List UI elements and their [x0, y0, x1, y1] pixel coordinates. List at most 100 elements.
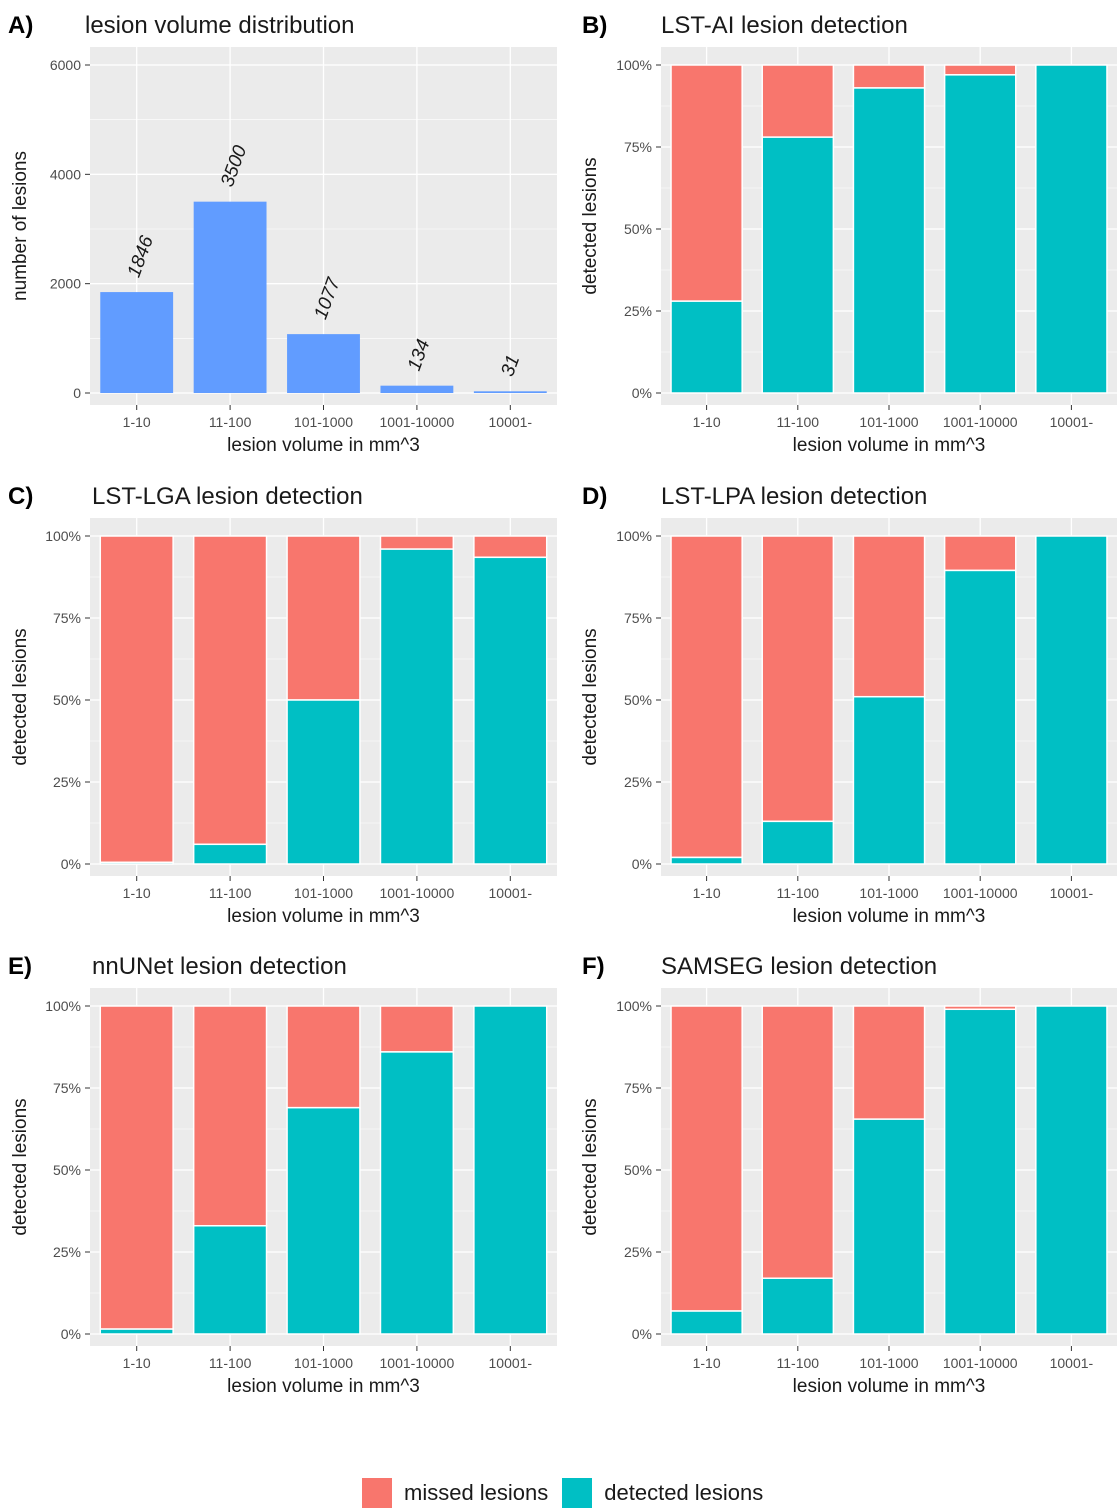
x-tick-label: 1001-10000	[380, 885, 455, 901]
y-tick-label: 0%	[632, 856, 652, 872]
y-axis-title: detected lesions	[580, 1098, 601, 1235]
bar-missed-101-1000	[852, 535, 926, 698]
y-tick-label: 100%	[45, 528, 81, 544]
y-tick-label: 75%	[624, 610, 652, 626]
legend-item-missed: missed lesions	[362, 1478, 548, 1508]
bar-detected-1001-10000	[943, 1008, 1017, 1335]
x-tick-label: 1-10	[693, 414, 721, 430]
bar-detected-10001-	[1035, 535, 1108, 865]
legend-label-missed: missed lesions	[404, 1480, 549, 1505]
x-tick-label: 1001-10000	[943, 885, 1018, 901]
y-tick-label: 6000	[50, 57, 81, 73]
chart-panel-b: B) LST-AI lesion detection 0% 25% 50% 75% 100%…	[580, 12, 1117, 456]
bar-detected-1-10	[670, 300, 743, 394]
x-axis-title: lesion volume in mm^3	[227, 1376, 420, 1397]
bar-detected-11-100	[761, 1277, 835, 1335]
bar-missed-1-10	[670, 64, 743, 302]
bar-missed-1-10	[99, 535, 174, 864]
bar-missed-11-100	[761, 1005, 835, 1279]
bar-detected-11-100	[192, 1225, 268, 1335]
y-tick-label: 0%	[632, 385, 652, 401]
bar-detected-11-100	[761, 820, 835, 865]
panel-tag: D)	[582, 483, 607, 510]
x-tick-label: 10001-	[1050, 1355, 1094, 1371]
x-tick-label: 101-1000	[859, 1355, 918, 1371]
x-axis-title: lesion volume in mm^3	[227, 906, 420, 927]
bar-detected-10001-	[1035, 1005, 1108, 1335]
x-axis-title: lesion volume in mm^3	[793, 435, 986, 456]
bar-detected-11-100	[192, 843, 268, 865]
y-tick-label: 0	[73, 385, 81, 401]
bar-detected-1-10	[670, 1310, 743, 1335]
bar-10001-	[473, 391, 547, 393]
chart-panel-c: C) LST-LGA lesion detection 0% 25% 50% 75% 100…	[8, 483, 557, 927]
bar-missed-11-100	[761, 535, 835, 823]
x-tick-label: 10001-	[1050, 885, 1094, 901]
x-axis-title: lesion volume in mm^3	[227, 435, 420, 456]
bar-missed-1001-10000	[943, 64, 1017, 76]
x-tick-label: 10001-	[1050, 414, 1094, 430]
legend-key-detected	[562, 1478, 593, 1508]
bar-missed-1-10	[99, 1005, 174, 1330]
x-tick-label: 10001-	[489, 414, 533, 430]
x-tick-label: 101-1000	[859, 885, 918, 901]
legend-item-detected: detected lesions	[562, 1478, 763, 1508]
panel-tag: C)	[8, 483, 33, 510]
bar-detected-101-1000	[852, 1118, 926, 1335]
x-tick-label: 10001-	[489, 1355, 533, 1371]
bar-missed-10001-	[473, 535, 548, 559]
chart-panel-e: E) nnUNet lesion detection 0% 25% 50% 75% 100%…	[8, 953, 557, 1397]
y-tick-label: 75%	[53, 1080, 81, 1096]
bar-11-100	[193, 201, 267, 393]
bar-missed-11-100	[761, 64, 835, 138]
x-tick-label: 101-1000	[294, 414, 353, 430]
bar-101-1000	[287, 334, 360, 393]
bar-missed-101-1000	[852, 64, 926, 89]
bar-missed-1001-10000	[943, 535, 1017, 572]
legend-label-detected: detected lesions	[604, 1480, 764, 1505]
y-tick-label: 75%	[624, 139, 652, 155]
y-tick-label: 50%	[53, 1162, 81, 1178]
y-tick-label: 100%	[616, 998, 652, 1014]
bar-detected-101-1000	[852, 87, 926, 394]
x-tick-label: 1001-10000	[943, 1355, 1018, 1371]
x-tick-label: 11-100	[209, 885, 252, 901]
legend-key-missed	[362, 1478, 392, 1508]
x-tick-label: 1-10	[693, 885, 721, 901]
panel-tag: E)	[8, 953, 32, 980]
bar-missed-11-100	[192, 535, 268, 846]
x-axis-title: lesion volume in mm^3	[793, 906, 986, 927]
y-tick-label: 100%	[45, 998, 81, 1014]
x-axis-title: lesion volume in mm^3	[793, 1376, 986, 1397]
x-tick-label: 11-100	[777, 414, 820, 430]
bar-detected-11-100	[761, 136, 835, 394]
x-tick-label: 1001-10000	[380, 1355, 455, 1371]
y-tick-label: 25%	[53, 1244, 81, 1260]
y-tick-label: 100%	[616, 528, 652, 544]
y-tick-label: 25%	[624, 303, 652, 319]
y-tick-label: 100%	[616, 57, 652, 73]
bar-missed-1001-10000	[379, 1005, 455, 1053]
y-tick-label: 50%	[624, 221, 652, 237]
chart-panel-d: D) LST-LPA lesion detection 0% 25% 50% 75% 100…	[580, 483, 1117, 927]
bar-detected-1-10	[99, 861, 174, 865]
x-tick-label: 11-100	[777, 885, 820, 901]
y-axis-title: detected lesions	[580, 157, 601, 294]
y-tick-label: 50%	[624, 692, 652, 708]
panel-tag: A)	[8, 12, 33, 39]
x-tick-label: 1001-10000	[943, 414, 1018, 430]
bar-missed-1001-10000	[379, 535, 455, 550]
legend: missed lesions detected lesions	[362, 1477, 777, 1509]
panel-tag: B)	[582, 12, 607, 39]
bar-detected-1001-10000	[943, 569, 1017, 865]
y-tick-label: 4000	[50, 166, 81, 182]
x-tick-label: 1001-10000	[380, 414, 455, 430]
x-tick-label: 101-1000	[294, 885, 353, 901]
bar-detected-1-10	[99, 1328, 174, 1335]
bar-detected-1001-10000	[379, 548, 455, 865]
chart-title: LST-LGA lesion detection	[92, 483, 363, 510]
panel-tag: F)	[582, 953, 605, 980]
bar-missed-1-10	[670, 1005, 743, 1312]
y-tick-label: 0%	[632, 1326, 652, 1342]
